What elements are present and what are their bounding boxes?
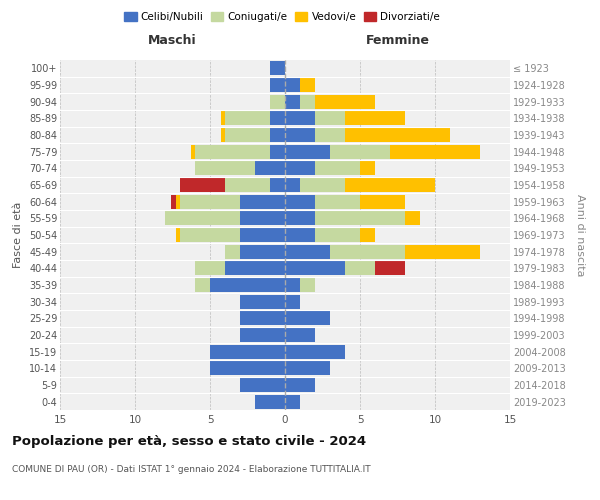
Text: Maschi: Maschi [148,34,197,46]
Bar [285,178,300,192]
Bar [285,78,300,92]
Bar [345,261,375,276]
Bar [285,294,300,308]
Bar [285,94,300,109]
Bar [285,344,345,359]
Y-axis label: Fasce di età: Fasce di età [13,202,23,268]
Bar [180,228,240,242]
Bar [285,144,330,159]
Bar [300,78,315,92]
Bar [315,128,345,142]
Bar [285,228,315,242]
Bar [345,128,450,142]
Text: Femmine: Femmine [365,34,430,46]
Bar [255,394,285,409]
Bar [345,178,435,192]
Bar [176,228,180,242]
Bar [195,261,225,276]
Bar [225,178,270,192]
Bar [180,178,225,192]
Bar [285,194,315,209]
Bar [270,112,285,126]
Bar [225,128,270,142]
Bar [195,278,210,292]
Bar [225,244,240,259]
Bar [285,378,315,392]
Bar [285,112,315,126]
Bar [405,211,420,226]
Bar [270,144,285,159]
Bar [240,194,285,209]
Bar [270,178,285,192]
Bar [315,94,375,109]
Bar [315,211,405,226]
Bar [240,211,285,226]
Bar [221,112,225,126]
Bar [240,228,285,242]
Bar [315,112,345,126]
Bar [315,194,360,209]
Bar [270,62,285,76]
Bar [330,144,390,159]
Bar [285,278,300,292]
Bar [300,94,315,109]
Bar [270,94,285,109]
Bar [405,244,480,259]
Bar [300,178,345,192]
Bar [180,194,240,209]
Bar [315,162,360,175]
Text: Popolazione per età, sesso e stato civile - 2024: Popolazione per età, sesso e stato civil… [12,435,366,448]
Bar [195,162,255,175]
Bar [270,128,285,142]
Bar [285,162,315,175]
Bar [171,194,176,209]
Bar [315,228,360,242]
Bar [360,162,375,175]
Bar [255,162,285,175]
Bar [285,311,330,326]
Bar [330,244,405,259]
Bar [240,328,285,342]
Bar [345,112,405,126]
Bar [195,144,270,159]
Bar [270,78,285,92]
Bar [225,261,285,276]
Bar [360,194,405,209]
Bar [176,194,180,209]
Bar [285,361,330,376]
Bar [240,311,285,326]
Bar [225,112,270,126]
Bar [285,128,315,142]
Bar [221,128,225,142]
Bar [210,344,285,359]
Bar [360,228,375,242]
Bar [210,278,285,292]
Bar [300,278,315,292]
Bar [375,261,405,276]
Y-axis label: Anni di nascita: Anni di nascita [575,194,585,276]
Bar [240,378,285,392]
Legend: Celibi/Nubili, Coniugati/e, Vedovi/e, Divorziati/e: Celibi/Nubili, Coniugati/e, Vedovi/e, Di… [120,8,444,26]
Bar [285,211,315,226]
Bar [240,244,285,259]
Bar [285,394,300,409]
Bar [191,144,195,159]
Bar [285,261,345,276]
Bar [285,244,330,259]
Bar [210,361,285,376]
Text: COMUNE DI PAU (OR) - Dati ISTAT 1° gennaio 2024 - Elaborazione TUTTITALIA.IT: COMUNE DI PAU (OR) - Dati ISTAT 1° genna… [12,465,371,474]
Bar [165,211,240,226]
Bar [240,294,285,308]
Bar [390,144,480,159]
Bar [285,328,315,342]
